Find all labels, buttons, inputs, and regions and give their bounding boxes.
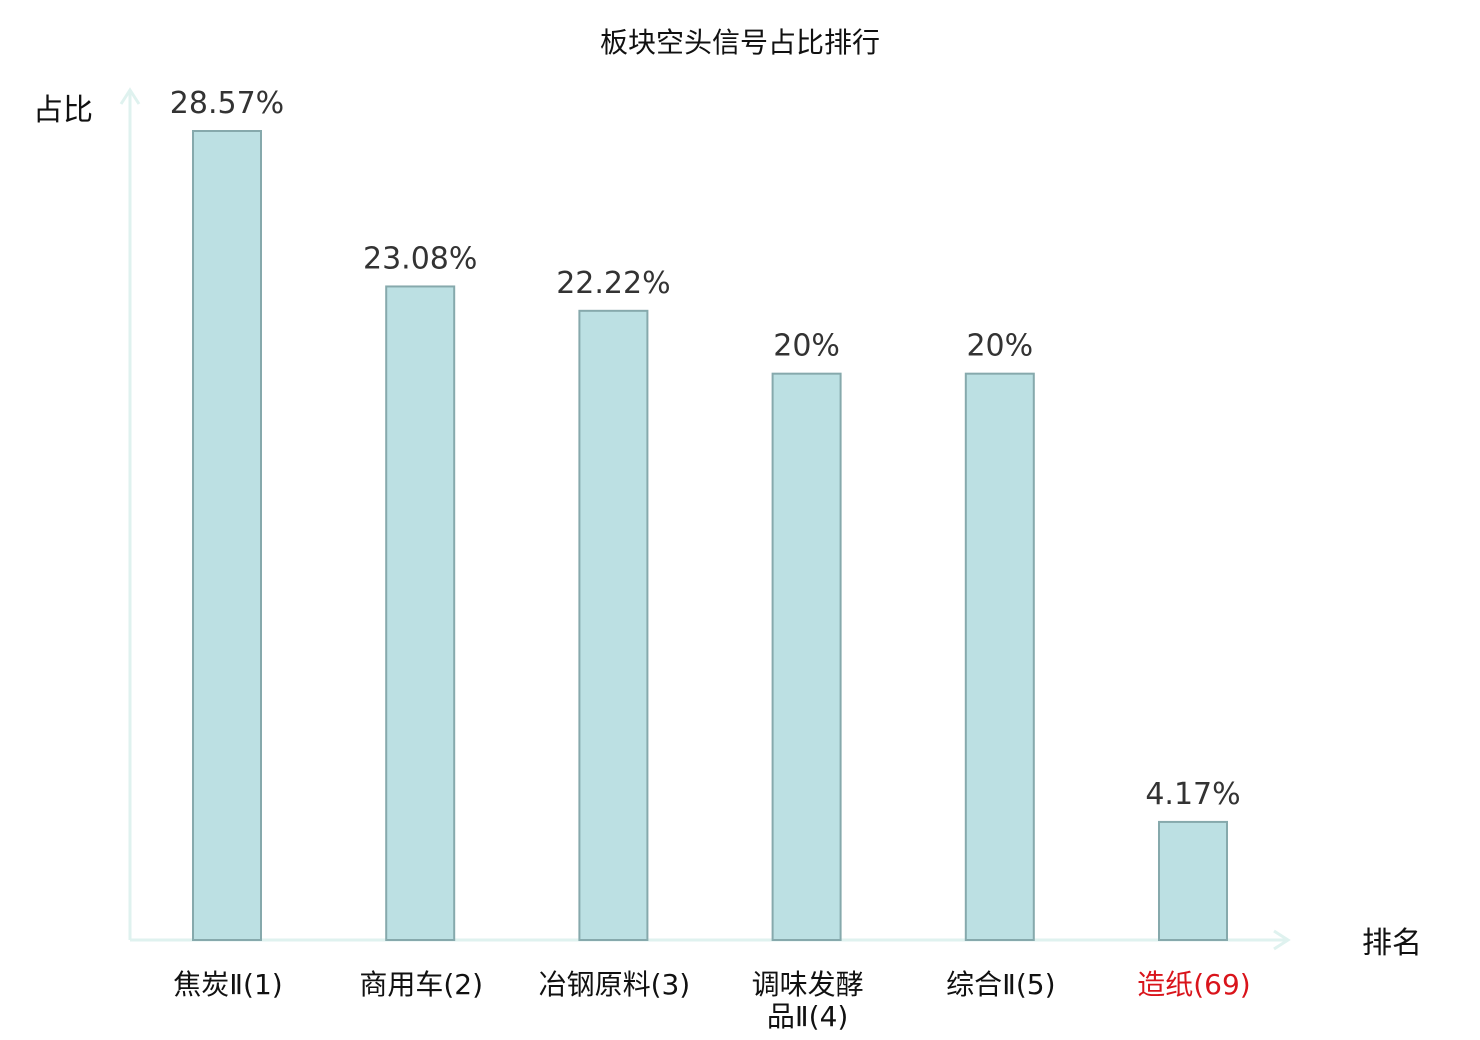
category-tick-label: 造纸(69): [1137, 968, 1250, 1001]
bar-value-label: 28.57%: [170, 86, 284, 121]
category-tick-label: 调味发酵: [752, 968, 864, 1001]
bar-value-label: 4.17%: [1145, 777, 1240, 812]
bar: [771, 372, 842, 941]
bar: [385, 285, 456, 941]
bar: [192, 130, 262, 941]
category-tick-label: 焦炭Ⅱ(1): [173, 968, 282, 1001]
bar-value-label: 20%: [966, 329, 1033, 364]
bar-value-label: 22.22%: [556, 266, 670, 301]
category-tick-label: 综合Ⅱ(5): [946, 968, 1055, 1001]
value-labels-group: 28.57% 23.08% 22.22% 20% 20% 4.17%: [170, 86, 1241, 812]
bar-value-label: 23.08%: [363, 241, 477, 276]
chart-title: 板块空头信号占比排行: [600, 26, 880, 59]
category-tick-label: 商用车(2): [359, 968, 483, 1001]
y-axis-arrow: [119, 87, 141, 105]
axes: [119, 87, 1291, 951]
bar: [578, 309, 649, 941]
x-axis-arrow: [1273, 929, 1291, 951]
x-axis-label: 排名: [1362, 926, 1422, 961]
bar: [964, 372, 1035, 941]
category-tick-label: 冶钢原料(3): [539, 968, 691, 1001]
category-tick-label: 品Ⅱ(4): [767, 1000, 848, 1033]
bars-group: [192, 130, 1228, 941]
bar: [1158, 820, 1228, 941]
y-axis-label: 占比: [33, 93, 93, 128]
bar-value-label: 20%: [773, 329, 840, 364]
